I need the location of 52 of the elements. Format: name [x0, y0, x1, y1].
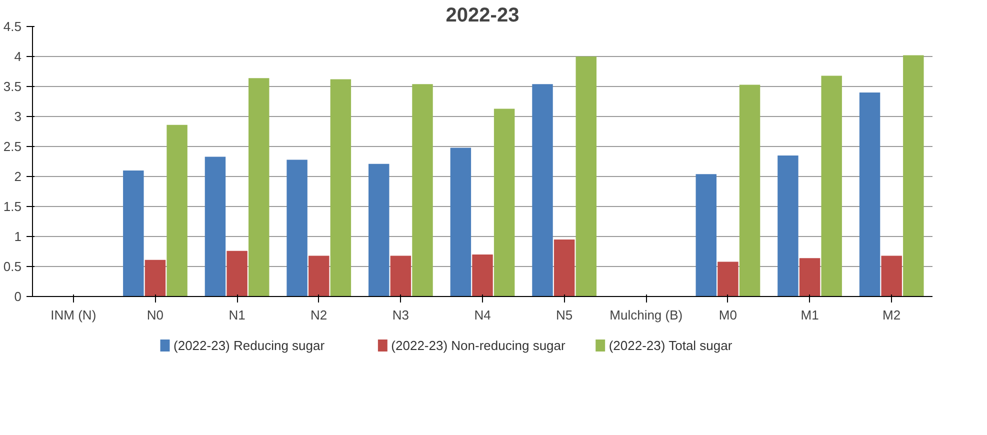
y-tick-label: 4	[14, 49, 22, 64]
bar	[412, 84, 433, 296]
chart-title: 2022-23	[446, 4, 520, 26]
bar	[494, 108, 515, 296]
bar	[576, 56, 596, 296]
x-tick-label: M0	[718, 308, 737, 322]
x-tick-label: N0	[146, 308, 164, 322]
y-tick-label: 1	[14, 229, 22, 244]
bar	[390, 256, 412, 296]
bar	[368, 164, 390, 296]
bar	[554, 240, 575, 296]
bar	[903, 55, 924, 296]
bar	[248, 78, 270, 296]
bar	[739, 84, 760, 296]
y-tick-label: 4.5	[3, 19, 22, 34]
y-tick-label: 2.5	[3, 139, 22, 154]
x-tick-label: N1	[228, 308, 246, 322]
bar	[330, 79, 352, 296]
x-tick-label: N5	[556, 308, 573, 322]
x-tick-label: Mulching (B)	[610, 308, 683, 322]
bar	[308, 256, 330, 296]
x-tick-label: M2	[882, 308, 901, 322]
bar	[881, 256, 902, 296]
y-tick-label: 2	[14, 169, 22, 184]
x-tick-label: INM (N)	[50, 308, 96, 322]
y-tick-label: 0.5	[3, 259, 22, 274]
bar	[859, 92, 880, 296]
x-tick-label: N2	[310, 308, 328, 322]
bar	[778, 156, 798, 296]
bar	[472, 254, 493, 296]
bar	[166, 124, 188, 296]
y-tick-label: 3.5	[3, 79, 22, 94]
legend-label: (2022-23) Non-reducing sugar	[391, 338, 566, 353]
x-tick-label: N3	[392, 308, 409, 322]
bar	[450, 148, 472, 296]
x-tick-label: M1	[800, 308, 819, 322]
bar	[226, 250, 248, 296]
bar	[144, 260, 166, 296]
y-tick-label: 1.5	[3, 199, 22, 214]
x-tick-label: N4	[474, 308, 491, 322]
bar	[799, 258, 820, 296]
y-tick-label: 3	[14, 109, 22, 124]
bar	[532, 84, 553, 296]
y-tick-label: 0	[14, 289, 22, 304]
bar	[696, 174, 716, 296]
bar	[123, 170, 144, 296]
legend-label: (2022-23) Total sugar	[608, 338, 733, 353]
legend-label: (2022-23) Reducing sugar	[174, 338, 326, 353]
bar	[204, 156, 226, 296]
bar	[718, 262, 738, 296]
bar	[286, 160, 308, 296]
bar	[821, 76, 842, 296]
